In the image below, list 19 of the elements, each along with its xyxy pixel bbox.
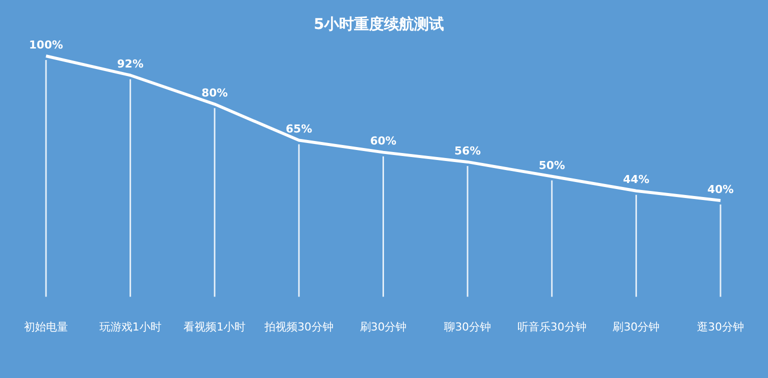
chart-title: 5小时重度续航测试: [314, 14, 444, 33]
data-label: 40%: [707, 182, 734, 196]
data-label: 50%: [538, 158, 566, 172]
data-label: 100%: [29, 38, 63, 52]
x-tick-label: 聊30分钟: [444, 320, 492, 334]
x-tick-label: 玩游戏1小时: [99, 320, 162, 334]
x-tick-label: 初始电量: [24, 320, 68, 334]
data-label: 65%: [286, 122, 312, 136]
data-label: 80%: [201, 86, 228, 100]
data-label: 92%: [117, 58, 144, 71]
x-tick-label: 刷30分钟: [612, 320, 660, 334]
x-tick-label: 逛30分钟: [697, 320, 744, 334]
data-label: 60%: [370, 134, 396, 148]
data-label: 44%: [623, 173, 650, 186]
x-tick-label: 听音乐30分钟: [517, 320, 586, 334]
x-tick-label: 刷30分钟: [360, 320, 407, 334]
data-label: 56%: [454, 144, 481, 158]
x-tick-label: 拍视频30分钟: [263, 320, 334, 334]
x-tick-label: 看视频1小时: [184, 320, 246, 334]
